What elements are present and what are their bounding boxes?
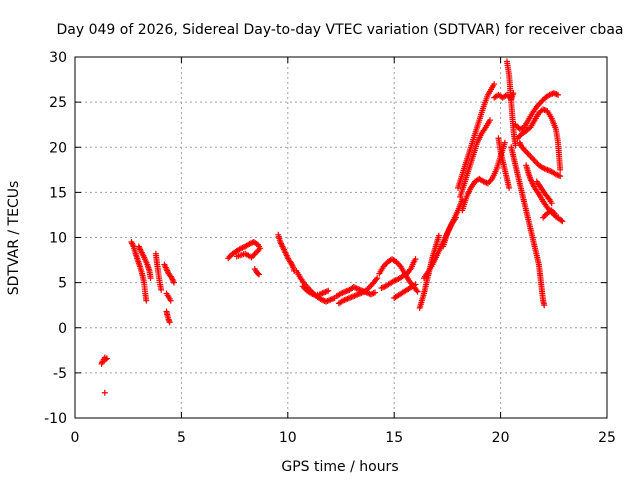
y-tick-label: 5 [58, 276, 67, 292]
data-point [255, 270, 262, 277]
y-tick-label: -10 [44, 411, 67, 427]
data-points [98, 58, 566, 396]
data-point [407, 266, 414, 273]
data-point [143, 297, 150, 304]
data-point [412, 256, 419, 263]
x-tick-label: 20 [492, 430, 510, 446]
data-point [548, 200, 555, 207]
data-point [557, 173, 564, 180]
data-point [369, 290, 376, 297]
y-axis-label: SDTVAR / TECUs [6, 181, 22, 296]
data-point [491, 81, 498, 88]
x-tick-label: 25 [598, 430, 616, 446]
axis-ticks [74, 56, 608, 419]
y-tick-label: 30 [49, 50, 67, 66]
data-point [170, 279, 177, 286]
data-point [435, 232, 442, 239]
data-point [510, 90, 517, 97]
y-tick-label: 15 [49, 185, 67, 201]
data-point [552, 211, 559, 218]
data-point [102, 356, 109, 363]
y-tick-label: -5 [53, 366, 67, 382]
data-point [147, 275, 154, 282]
data-point [166, 319, 173, 326]
data-point [103, 355, 110, 362]
data-point [558, 217, 565, 224]
data-point [158, 286, 165, 293]
data-point [325, 287, 332, 294]
data-point [374, 275, 381, 282]
data-point [555, 91, 562, 98]
chart-title: Day 049 of 2026, Sidereal Day-to-day VTE… [57, 22, 624, 38]
data-point [412, 281, 419, 288]
x-tick-label: 15 [385, 430, 403, 446]
x-axis-label: GPS time / hours [281, 459, 398, 475]
y-tick-label: 20 [49, 140, 67, 156]
data-point [167, 297, 174, 304]
data-point [233, 253, 240, 260]
data-point [486, 117, 493, 124]
data-point [501, 139, 508, 146]
data-point [256, 271, 263, 278]
x-tick-label: 0 [71, 430, 80, 446]
data-point [101, 389, 108, 396]
y-tick-labels: -10 -5 0 5 10 15 20 25 30 [44, 50, 67, 427]
x-tick-label: 10 [279, 430, 297, 446]
data-point [541, 302, 548, 309]
data-point [506, 184, 513, 191]
data-point [452, 214, 459, 221]
data-point [545, 195, 552, 202]
data-point [553, 91, 560, 98]
data-point [414, 288, 421, 295]
data-point [552, 90, 559, 97]
x-tick-label: 5 [177, 430, 186, 446]
data-point [413, 287, 420, 294]
data-point [557, 166, 564, 173]
y-tick-label: 0 [58, 321, 67, 337]
y-tick-label: 10 [49, 231, 67, 247]
x-tick-labels: 0 5 10 15 20 25 [71, 430, 616, 446]
data-point [372, 289, 379, 296]
data-point [370, 290, 377, 297]
y-tick-label: 25 [49, 95, 67, 111]
data-point [373, 276, 380, 283]
data-point [559, 218, 566, 225]
grid-lines [75, 57, 607, 418]
data-point [512, 142, 519, 149]
